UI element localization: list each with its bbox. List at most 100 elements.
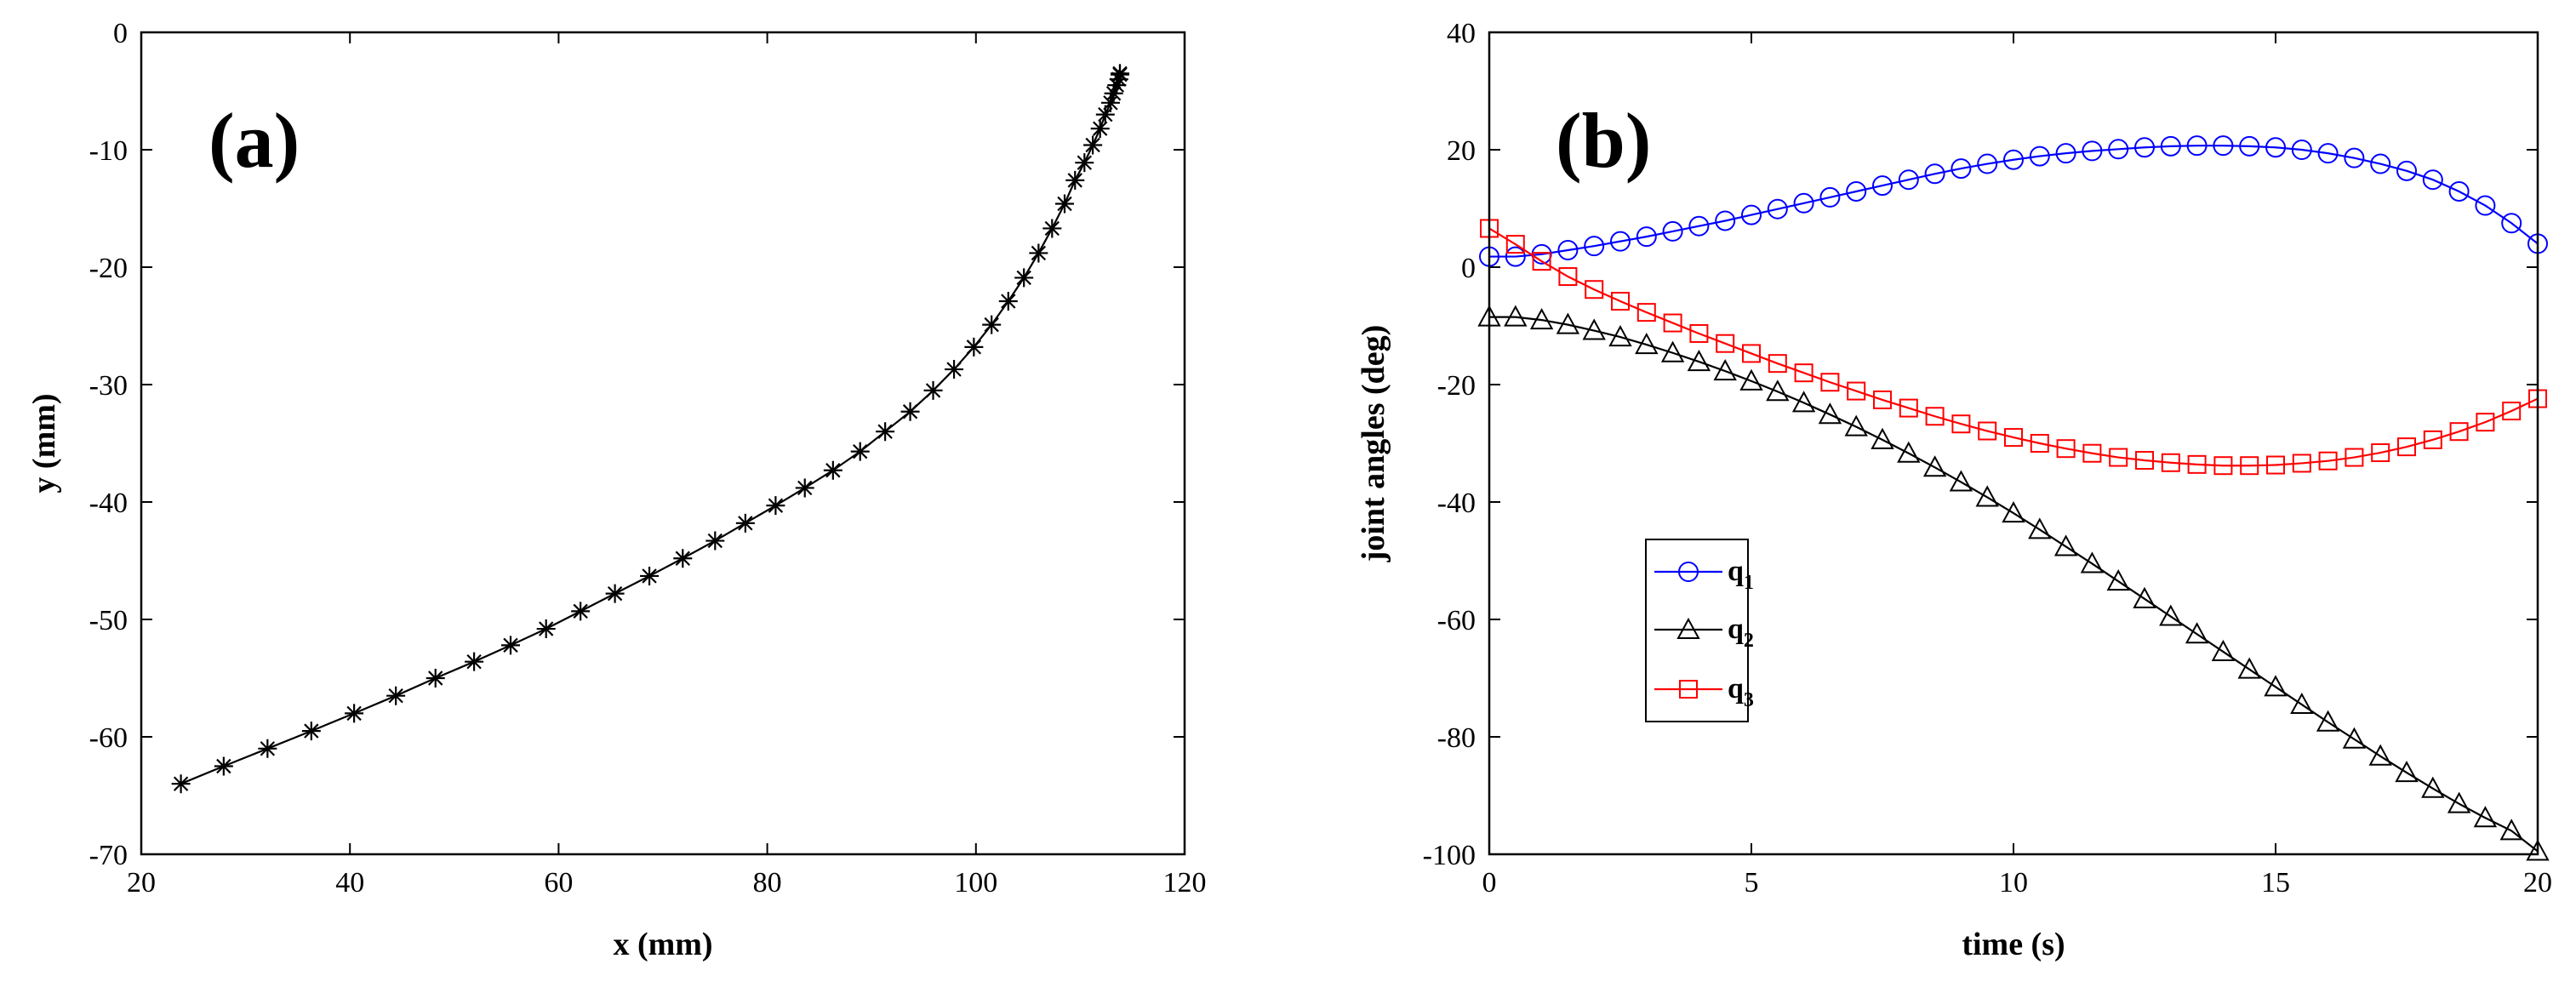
chart-b-point-q1 (1793, 192, 1814, 214)
chart-a-point-trajectory (1090, 119, 1110, 139)
chart-a-point-trajectory (1095, 105, 1115, 124)
chart-b-y-tick-label: 40 (1447, 18, 1476, 49)
legend-label-q3-subscript: 3 (1744, 689, 1754, 711)
chart-b-point-q2 (2159, 604, 2183, 626)
chart-a-point-trajectory (345, 704, 364, 723)
chart-b-point-q3 (2502, 402, 2522, 421)
chart-b-point-q2 (1818, 402, 1842, 425)
chart-b-y-tick-label: -60 (1437, 605, 1476, 636)
chart-b-point-q2 (1687, 350, 1711, 372)
legend-marker-q1 (1678, 562, 1699, 582)
chart-a-point-trajectory (571, 602, 591, 621)
chart-b-point-q2 (2237, 657, 2261, 679)
chart-b-point-q1 (1977, 153, 1998, 174)
chart-b-y-tick-label: -80 (1437, 722, 1476, 754)
chart-a-point-trajectory (465, 652, 484, 671)
chart-a-y-tick-label: -10 (89, 135, 128, 167)
chart-a-series (171, 64, 1129, 794)
chart-b-point-q3 (1925, 407, 1945, 426)
chart-b-point-q1 (2396, 160, 2417, 181)
chart-b-point-q2 (2002, 501, 2025, 523)
chart-b-point-q2 (2395, 761, 2419, 783)
chart-b-point-q1 (2108, 139, 2129, 160)
chart-b-point-q3 (1899, 398, 1918, 418)
chart-a-point-trajectory (1065, 170, 1085, 190)
chart-a-y-tick-label: -30 (89, 370, 128, 402)
chart-b-point-q2 (2316, 710, 2340, 732)
chart-b-ticks: 0 5 10 15 20 40 20 0 -20 -40 -60 -80 -100 (1423, 18, 2552, 899)
chart-b-point-q2 (1635, 332, 1659, 355)
chart-a-point-trajectory (501, 636, 521, 655)
chart-b-panel-label: (b) (1556, 97, 1651, 184)
chart-b-point-q1 (2186, 135, 2208, 157)
legend-label-q1-name: q (1728, 556, 1744, 587)
chart-b-point-q3 (1847, 381, 1866, 401)
chart-a-point-trajectory (1110, 64, 1129, 83)
chart-b-point-q1 (2344, 147, 2365, 168)
chart-b-point-q1 (1688, 215, 1710, 237)
chart-b-point-q1 (2370, 153, 2391, 174)
legend-entry-q1: q1 (1654, 556, 1754, 594)
chart-b-point-q1 (1505, 246, 1526, 267)
chart-b-point-q3 (2318, 451, 2338, 471)
chart-b-point-q1 (2029, 145, 2050, 167)
chart-b-y-tick-label: 0 (1461, 253, 1476, 284)
chart-b-point-q2 (2368, 744, 2392, 766)
chart-a-point-trajectory (945, 360, 964, 379)
legend-entries: q1 q2 q3 (1654, 556, 1754, 711)
chart-b-point-q2 (1660, 340, 1685, 362)
chart-b-point-q3 (1742, 344, 1761, 363)
chart-b-point-q3 (1532, 252, 1551, 271)
chart-b-point-q3 (1611, 292, 1630, 311)
chart-b-x-tick-label: 0 (1482, 867, 1497, 899)
chart-a-point-trajectory (1075, 153, 1094, 173)
chart-b-point-q3 (1820, 373, 1840, 392)
chart-b-point-q1 (2239, 135, 2260, 157)
chart-a-point-trajectory (876, 422, 895, 442)
chart-a-point-trajectory (171, 774, 191, 794)
chart-b-point-q2 (2473, 806, 2498, 828)
chart-a-point-trajectory (705, 531, 725, 551)
chart-b-point-q2 (1766, 379, 1790, 402)
chart-b-point-q2 (1529, 308, 1554, 330)
chart-a-point-trajectory (998, 292, 1018, 311)
chart-a-point-trajectory (1055, 194, 1075, 214)
chart-a-point-trajectory (1100, 93, 1120, 112)
chart-a-y-tick-label: -60 (89, 722, 128, 754)
chart-b-point-q2 (2290, 692, 2314, 715)
chart-b-point-q3 (2187, 454, 2207, 474)
chart-b-point-q2 (2211, 639, 2236, 661)
chart-a-point-trajectory (1083, 135, 1103, 155)
chart-b-x-tick-label: 5 (1745, 867, 1759, 899)
chart-b-point-q1 (1819, 186, 1841, 208)
chart-b-point-q2 (2342, 727, 2367, 749)
chart-a-y-tick-label: 0 (113, 18, 128, 49)
chart-b-point-q1 (1610, 231, 1631, 252)
chart-a-point-trajectory (923, 380, 943, 400)
chart-b-point-q1 (2003, 149, 2024, 170)
chart-b-point-q1 (1715, 210, 1736, 231)
chart-b-point-q1 (1898, 169, 1919, 191)
chart-b: 0 5 10 15 20 40 20 0 -20 -40 -60 -80 -100 (b) time (… (1356, 18, 2552, 962)
chart-b-point-q2 (1582, 318, 1606, 340)
chart-b-point-q3 (2004, 428, 2023, 448)
chart-b-y-tick-label: -20 (1437, 370, 1476, 402)
chart-b-point-q2 (1608, 325, 1632, 347)
chart-b-point-q3 (2423, 430, 2442, 449)
chart-b-point-q1 (2475, 195, 2496, 216)
chart-b-point-q2 (1739, 368, 1763, 391)
chart-b-x-tick-label: 10 (1999, 867, 2028, 899)
chart-b-point-q2 (1556, 312, 1580, 334)
chart-b-point-q2 (1922, 455, 1947, 477)
chart-b-point-q3 (2371, 443, 2390, 463)
chart-b-point-q1 (2265, 137, 2286, 158)
chart-a-x-tick-label: 40 (335, 867, 364, 899)
chart-b-point-q3 (1585, 280, 1604, 300)
chart-b-point-q3 (1978, 421, 1997, 441)
legend-entry-q3: q3 (1654, 673, 1754, 711)
chart-b-y-axis-label: joint angles (deg) (1356, 325, 1391, 563)
chart-b-point-q3 (2476, 413, 2495, 432)
chart-b-point-q3 (2056, 439, 2076, 459)
